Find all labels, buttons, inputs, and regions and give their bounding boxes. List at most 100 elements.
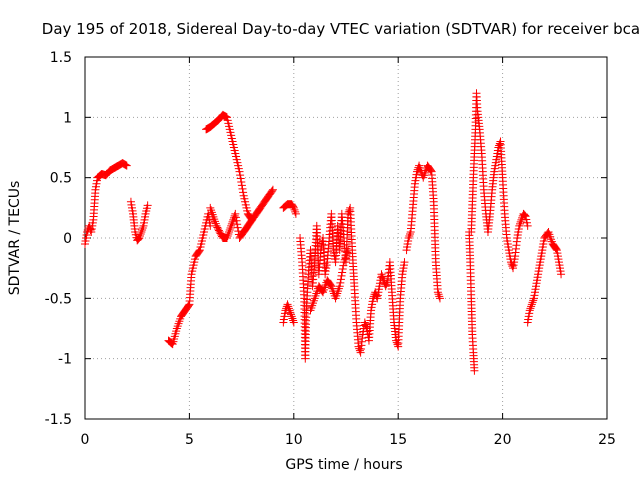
data-point <box>435 292 444 301</box>
data-point <box>516 219 524 228</box>
data-point <box>238 184 247 193</box>
data-point <box>529 296 538 305</box>
y-tick-label: -1.5 <box>45 412 72 428</box>
data-point <box>228 217 237 226</box>
x-tick-label: 5 <box>185 432 194 448</box>
chart-title: Day 195 of 2018, Sidereal Day-to-day VTE… <box>42 20 640 38</box>
x-tick-label: 15 <box>389 432 407 448</box>
data-point <box>337 271 346 280</box>
data-point <box>235 167 244 176</box>
data-point <box>136 229 145 238</box>
data-point <box>381 282 390 291</box>
x-tick-label: 25 <box>598 432 616 448</box>
data-point <box>377 270 386 279</box>
data-point <box>405 231 414 240</box>
data-point <box>231 209 240 218</box>
data-point <box>231 213 240 222</box>
data-point <box>167 338 176 347</box>
data-point <box>289 316 298 325</box>
data-point <box>285 306 294 315</box>
data-point <box>284 304 293 313</box>
y-tick-label: 1 <box>63 110 72 126</box>
data-point <box>521 212 530 221</box>
data-point <box>336 275 345 284</box>
data-point <box>237 181 246 190</box>
data-point <box>138 223 147 232</box>
data-point <box>286 308 295 317</box>
data-point <box>225 225 234 234</box>
data-point <box>233 223 242 232</box>
data-point <box>268 185 277 194</box>
data-point <box>470 366 479 375</box>
data-point <box>227 221 236 230</box>
data-point <box>230 211 239 220</box>
data-point <box>520 210 529 219</box>
data-point <box>289 318 298 327</box>
data-point <box>184 302 193 311</box>
data-point <box>224 229 233 238</box>
data-point <box>326 281 335 290</box>
data-point <box>557 270 566 279</box>
x-tick-label: 20 <box>494 432 512 448</box>
data-point <box>495 139 504 148</box>
data-point <box>184 301 193 310</box>
data-point <box>522 218 531 227</box>
data-point <box>525 306 534 315</box>
y-tick-label: 0 <box>63 231 72 247</box>
data-point <box>400 258 409 267</box>
data-point <box>289 202 298 211</box>
data-point <box>378 274 387 283</box>
data-point <box>287 312 296 321</box>
data-point <box>283 300 292 309</box>
data-point <box>520 211 529 220</box>
data-point <box>268 186 277 195</box>
data-point <box>426 165 435 174</box>
data-point <box>382 280 391 289</box>
data-point <box>225 227 234 236</box>
data-point <box>508 262 517 271</box>
data-point <box>223 231 232 240</box>
data-point <box>522 215 531 224</box>
data-point <box>527 300 536 309</box>
data-point <box>426 166 435 175</box>
data-point <box>122 161 131 170</box>
data-point <box>194 248 203 257</box>
data-point <box>232 216 241 225</box>
data-point <box>195 247 204 256</box>
data-point <box>284 302 293 311</box>
data-point <box>168 339 176 348</box>
data-point <box>143 201 152 210</box>
data-point <box>239 188 248 197</box>
data-point <box>287 310 296 319</box>
data-point <box>290 205 299 214</box>
data-point <box>137 227 146 236</box>
data-point <box>433 288 442 297</box>
data-point <box>226 223 235 232</box>
data-point <box>233 220 242 229</box>
data-point <box>372 292 381 301</box>
data-point <box>528 298 537 307</box>
data-series <box>81 89 566 375</box>
x-ticks: 0 5 10 15 20 25 <box>81 57 616 448</box>
y-tick-label: -1 <box>58 352 72 368</box>
data-point <box>291 207 300 216</box>
data-point <box>516 217 525 226</box>
data-point <box>236 174 245 183</box>
data-point <box>288 314 297 323</box>
data-point <box>526 304 535 313</box>
data-point <box>361 320 370 329</box>
data-point <box>355 346 364 355</box>
data-point <box>86 225 95 234</box>
data-point <box>434 290 443 299</box>
data-point <box>393 340 402 349</box>
data-point <box>236 171 245 180</box>
data-point <box>551 244 560 253</box>
y-tick-label: -0.5 <box>45 291 72 307</box>
y-axis-label: SDTVAR / TECUs <box>7 181 23 296</box>
x-tick-label: 0 <box>81 432 90 448</box>
data-point <box>336 278 345 287</box>
data-point <box>133 235 142 244</box>
data-point <box>345 205 354 214</box>
data-point <box>339 261 348 270</box>
